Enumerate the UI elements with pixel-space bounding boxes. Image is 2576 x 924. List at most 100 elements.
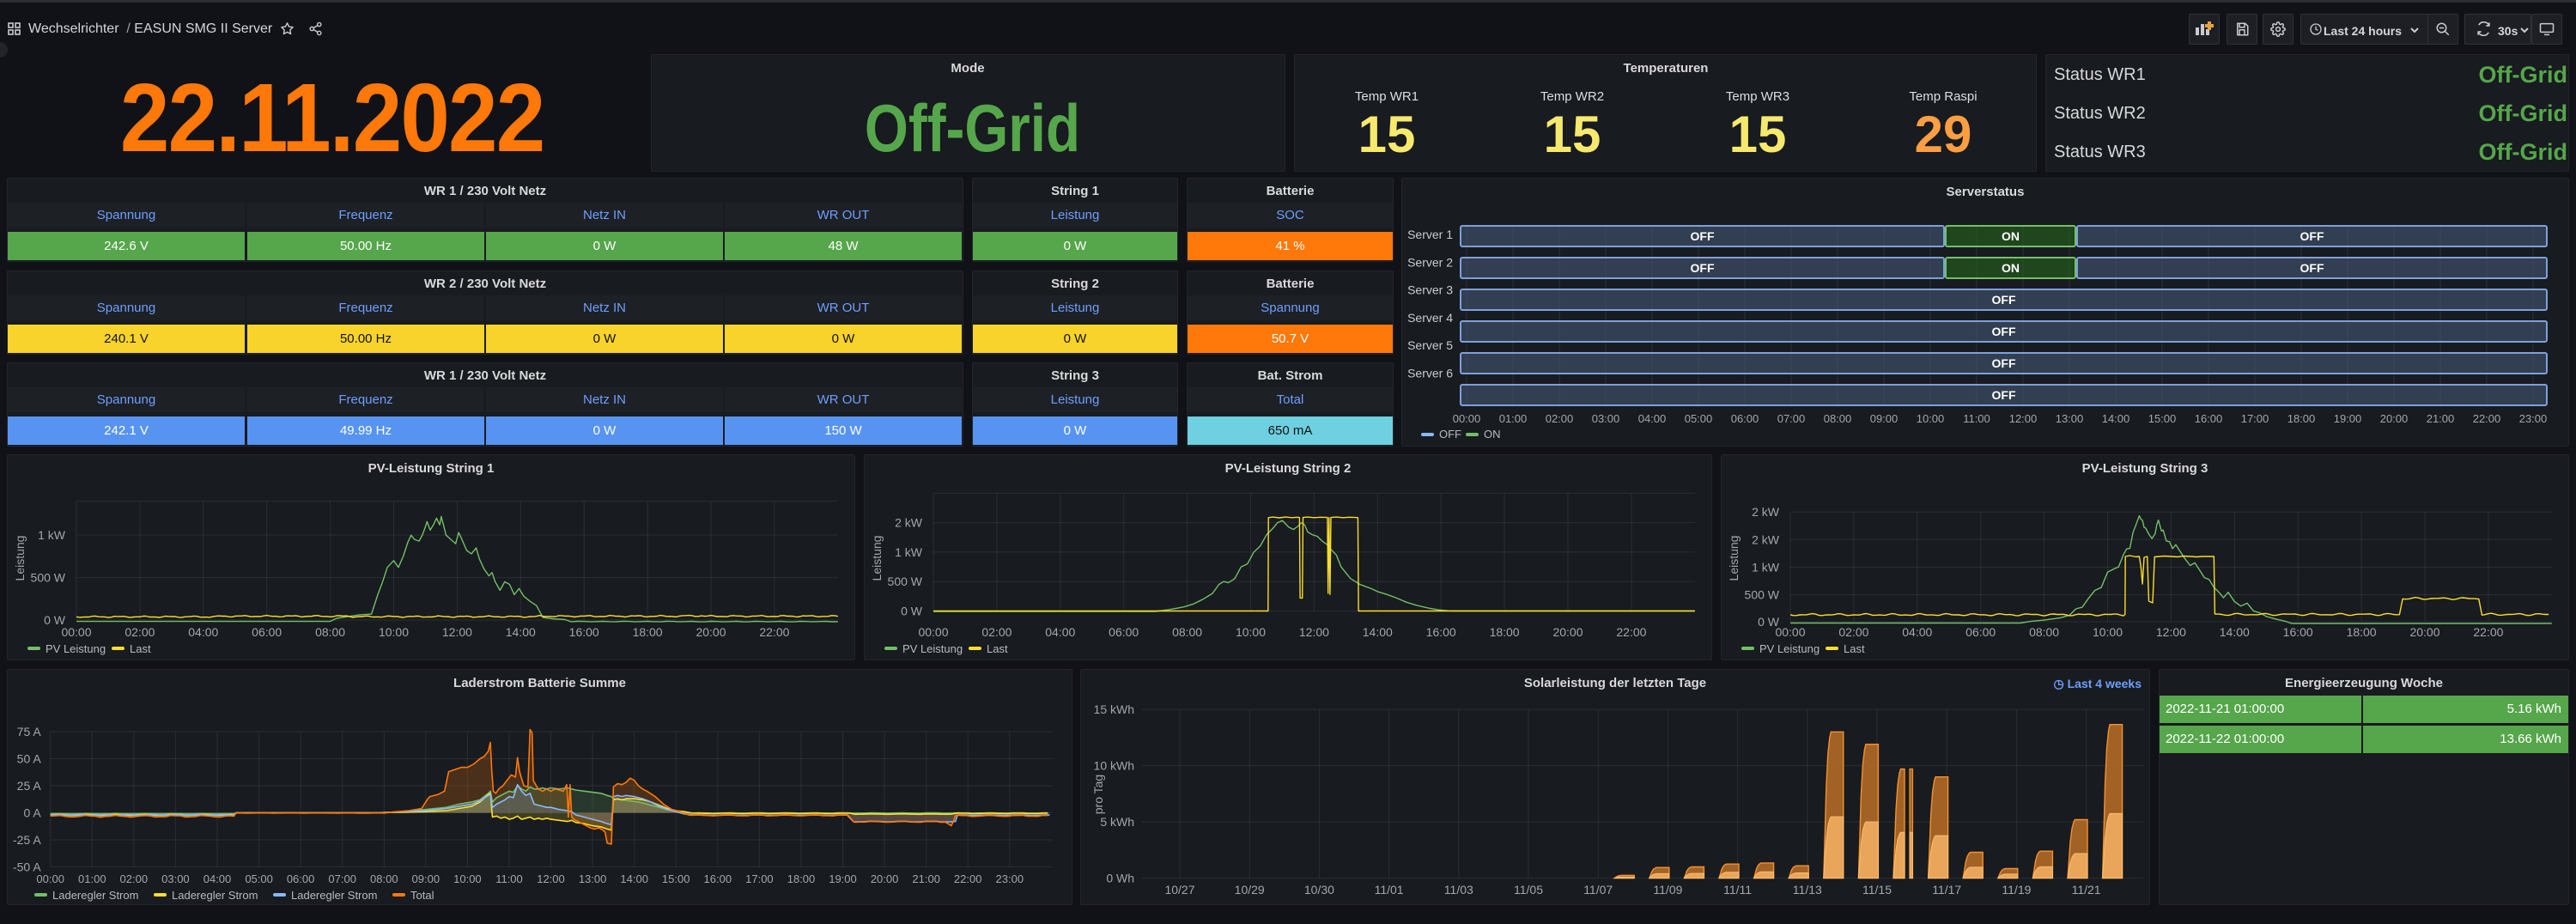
svg-text:Last: Last	[130, 642, 151, 655]
svg-text:22:00: 22:00	[954, 872, 982, 885]
svg-text:07:00: 07:00	[1777, 412, 1806, 425]
svg-text:06:00: 06:00	[1731, 412, 1759, 425]
svg-text:04:00: 04:00	[1638, 412, 1667, 425]
svg-text:14:00: 14:00	[506, 625, 536, 639]
svg-text:PV Leistung: PV Leistung	[902, 642, 963, 655]
svg-text:20:00: 20:00	[1552, 625, 1583, 639]
svg-text:19:00: 19:00	[829, 872, 857, 885]
svg-text:2 kW: 2 kW	[895, 516, 923, 530]
svg-text:Server 3: Server 3	[1407, 283, 1453, 297]
svg-text:14:00: 14:00	[2102, 412, 2130, 425]
svg-text:PV Leistung: PV Leistung	[46, 642, 106, 655]
svg-text:22:00: 22:00	[759, 625, 789, 639]
svg-text:ON: ON	[2002, 229, 2020, 243]
svg-text:2 kW: 2 kW	[1752, 532, 1780, 546]
svg-text:00:00: 00:00	[918, 625, 948, 639]
svg-text:16:00: 16:00	[704, 872, 732, 885]
svg-text:10 kWh: 10 kWh	[1094, 759, 1134, 773]
svg-text:21:00: 21:00	[2427, 412, 2455, 425]
svg-text:12:00: 12:00	[1299, 625, 1329, 639]
svg-text:-50 A: -50 A	[13, 860, 41, 874]
svg-text:09:00: 09:00	[412, 872, 440, 885]
svg-text:OFF: OFF	[1992, 293, 2016, 307]
svg-text:03:00: 03:00	[161, 872, 190, 885]
svg-text:13:00: 13:00	[579, 872, 607, 885]
svg-text:12:00: 12:00	[442, 625, 472, 639]
svg-text:18:00: 18:00	[787, 872, 816, 885]
svg-text:11/03: 11/03	[1444, 883, 1473, 897]
svg-text:25 A: 25 A	[17, 779, 42, 793]
svg-text:pro Tag: pro Tag	[1091, 775, 1105, 814]
svg-text:12:00: 12:00	[2009, 412, 2038, 425]
svg-text:11/05: 11/05	[1514, 883, 1543, 897]
svg-text:01:00: 01:00	[1499, 412, 1528, 425]
svg-text:12:00: 12:00	[537, 872, 565, 885]
svg-text:08:00: 08:00	[1172, 625, 1202, 639]
svg-text:15 kWh: 15 kWh	[1094, 702, 1134, 716]
svg-text:11/07: 11/07	[1583, 883, 1613, 897]
svg-text:10:00: 10:00	[379, 625, 409, 639]
svg-text:16:00: 16:00	[1426, 625, 1456, 639]
svg-text:1 kW: 1 kW	[895, 545, 923, 559]
svg-text:OFF: OFF	[2300, 229, 2324, 243]
svg-text:02:00: 02:00	[125, 625, 155, 639]
svg-text:0 W: 0 W	[1758, 615, 1780, 629]
svg-text:Laderegler Strom: Laderegler Strom	[291, 889, 377, 902]
svg-text:20:00: 20:00	[696, 625, 726, 639]
svg-text:20:00: 20:00	[2409, 625, 2439, 639]
svg-text:16:00: 16:00	[2283, 625, 2313, 639]
svg-text:Laderegler Strom: Laderegler Strom	[52, 889, 138, 902]
svg-text:11/15: 11/15	[1862, 883, 1892, 897]
svg-text:Server 2: Server 2	[1407, 255, 1453, 269]
svg-text:11/21: 11/21	[2072, 883, 2101, 897]
svg-text:Last: Last	[987, 642, 1008, 655]
svg-text:07:00: 07:00	[328, 872, 356, 885]
svg-text:05:00: 05:00	[1685, 412, 1713, 425]
svg-text:13:00: 13:00	[2056, 412, 2084, 425]
svg-text:0 Wh: 0 Wh	[1106, 872, 1134, 885]
svg-text:10/29: 10/29	[1235, 883, 1265, 897]
svg-text:1 kW: 1 kW	[1752, 561, 1780, 574]
svg-text:5 kWh: 5 kWh	[1100, 815, 1134, 829]
svg-text:11/09: 11/09	[1653, 883, 1682, 897]
svg-text:500 W: 500 W	[1745, 588, 1780, 602]
svg-text:OFF: OFF	[1691, 261, 1715, 275]
svg-text:10/30: 10/30	[1304, 883, 1334, 897]
svg-text:Leistung: Leistung	[1727, 536, 1741, 581]
svg-text:22:00: 22:00	[2473, 625, 2503, 639]
svg-text:02:00: 02:00	[1546, 412, 1574, 425]
svg-text:0 A: 0 A	[23, 806, 41, 820]
svg-text:01:00: 01:00	[78, 872, 106, 885]
svg-text:18:00: 18:00	[2287, 412, 2316, 425]
svg-text:16:00: 16:00	[2195, 412, 2223, 425]
svg-text:11/19: 11/19	[2002, 883, 2031, 897]
svg-text:Server 4: Server 4	[1407, 311, 1453, 325]
svg-text:2 kW: 2 kW	[1752, 505, 1780, 519]
svg-text:22:00: 22:00	[2473, 412, 2501, 425]
svg-text:14:00: 14:00	[620, 872, 648, 885]
svg-text:14:00: 14:00	[1363, 625, 1393, 639]
svg-text:11/01: 11/01	[1375, 883, 1404, 897]
svg-text:500 W: 500 W	[31, 571, 66, 585]
svg-text:OFF: OFF	[2300, 261, 2324, 275]
svg-text:18:00: 18:00	[2347, 625, 2377, 639]
svg-text:OFF: OFF	[1992, 388, 2016, 402]
svg-text:0 W: 0 W	[44, 613, 66, 627]
svg-text:Leistung: Leistung	[870, 536, 884, 581]
svg-text:15:00: 15:00	[662, 872, 690, 885]
svg-text:20:00: 20:00	[2380, 412, 2409, 425]
svg-text:08:00: 08:00	[370, 872, 398, 885]
svg-text:03:00: 03:00	[1592, 412, 1620, 425]
svg-text:Laderegler Strom: Laderegler Strom	[172, 889, 258, 902]
svg-text:10:00: 10:00	[1917, 412, 1945, 425]
svg-text:10:00: 10:00	[453, 872, 482, 885]
svg-text:ON: ON	[2002, 261, 2020, 275]
svg-text:18:00: 18:00	[1490, 625, 1520, 639]
svg-text:04:00: 04:00	[188, 625, 218, 639]
svg-text:17:00: 17:00	[2241, 412, 2269, 425]
svg-text:Leistung: Leistung	[13, 536, 27, 581]
svg-text:04:00: 04:00	[1045, 625, 1075, 639]
svg-text:OFF: OFF	[1691, 229, 1715, 243]
svg-text:04:00: 04:00	[204, 872, 232, 885]
svg-text:11:00: 11:00	[495, 872, 523, 885]
